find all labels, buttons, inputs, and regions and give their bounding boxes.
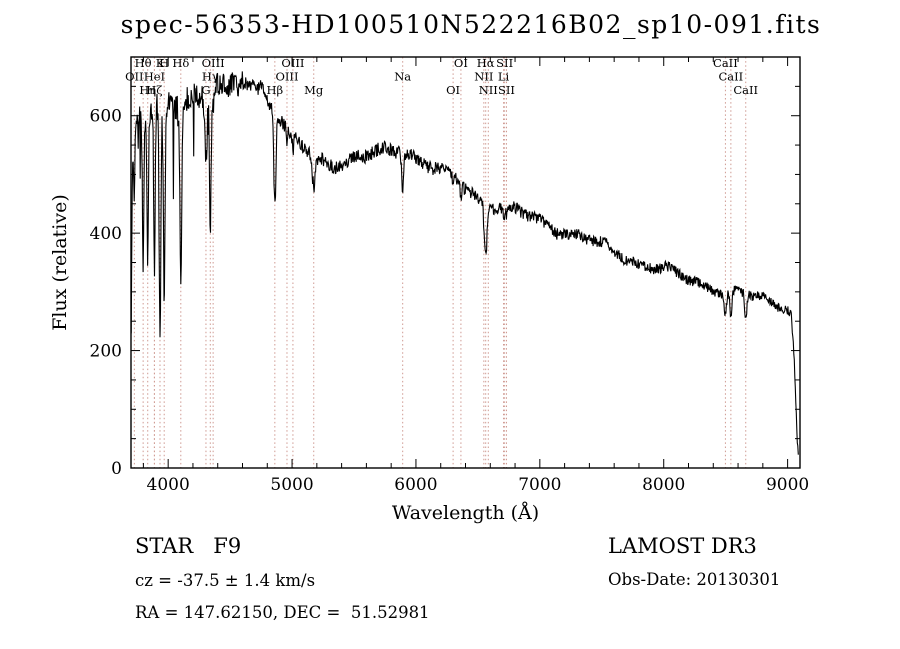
spectral-line-label: CaII (713, 56, 738, 70)
spectral-line-label: OI (446, 83, 460, 97)
spectral-line-label: G (201, 83, 210, 97)
spectral-line-label: CaII (733, 83, 758, 97)
spectral-line-label: CaII (718, 70, 743, 84)
spectral-line-label: Mg (304, 83, 324, 97)
y-tick-label: 400 (90, 224, 122, 244)
spectral-line-label: Hδ (172, 56, 189, 70)
spectral-line-label: Hγ (202, 70, 219, 84)
axis-ticks (131, 57, 800, 469)
spectral-line-label: OIII (202, 56, 225, 70)
spectral-line-label: NII (479, 83, 498, 97)
x-tick-label: 9000 (766, 475, 809, 495)
spectral-line-label: OII (125, 70, 144, 84)
survey-label: LAMOST DR3 (608, 534, 757, 558)
object-class-label: STAR F9 (135, 534, 241, 558)
x-tick-label: 7000 (518, 475, 561, 495)
y-tick-label: 200 (90, 342, 122, 362)
spectral-line-markers (133, 57, 747, 468)
x-tick-label: 4000 (147, 475, 190, 495)
spectral-line-label: OIII (281, 56, 304, 70)
spectral-line-label: K (156, 56, 165, 70)
y-tick-label: 0 (111, 459, 122, 479)
spectral-line-label: OIII (275, 70, 298, 84)
spectral-line-label: Hα (477, 56, 495, 70)
spectral-line-label: SII (496, 56, 513, 70)
cz-value: cz = -37.5 ± 1.4 km/s (135, 571, 315, 590)
spectral-line-label: SII (498, 83, 515, 97)
spectral-line-label: Hθ (135, 56, 152, 70)
x-tick-label: 6000 (394, 475, 437, 495)
x-tick-label: 8000 (642, 475, 685, 495)
spectral-line-label: H (159, 56, 169, 70)
spectral-line-label: Hζ (146, 83, 162, 97)
ra-dec-value: RA = 147.62150, DEC = 51.52981 (135, 603, 430, 622)
spectral-line-label: Na (394, 70, 411, 84)
spectrum-trace (130, 71, 799, 455)
x-tick-label: 5000 (270, 475, 313, 495)
obs-date: Obs-Date: 20130301 (608, 570, 780, 589)
x-axis-label: Wavelength (Å) (392, 502, 539, 524)
y-axis-label: Flux (relative) (49, 194, 71, 331)
spectral-line-label: NII (474, 70, 493, 84)
axes-box (130, 56, 801, 469)
axis-tick-labels: 4000 5000 6000 7000 8000 9000 0 200 400 600 (90, 107, 810, 495)
spectral-line-label: Li (498, 70, 510, 84)
y-tick-label: 600 (90, 107, 122, 127)
spectral-line-label: OI (454, 56, 468, 70)
spectral-line-label: Hη (139, 83, 156, 97)
spectral-line-label: Hβ (266, 83, 283, 97)
chart-title: spec-56353-HD100510N522216B02_sp10-091.f… (121, 10, 822, 39)
spectral-line-label: HeI (144, 70, 165, 84)
